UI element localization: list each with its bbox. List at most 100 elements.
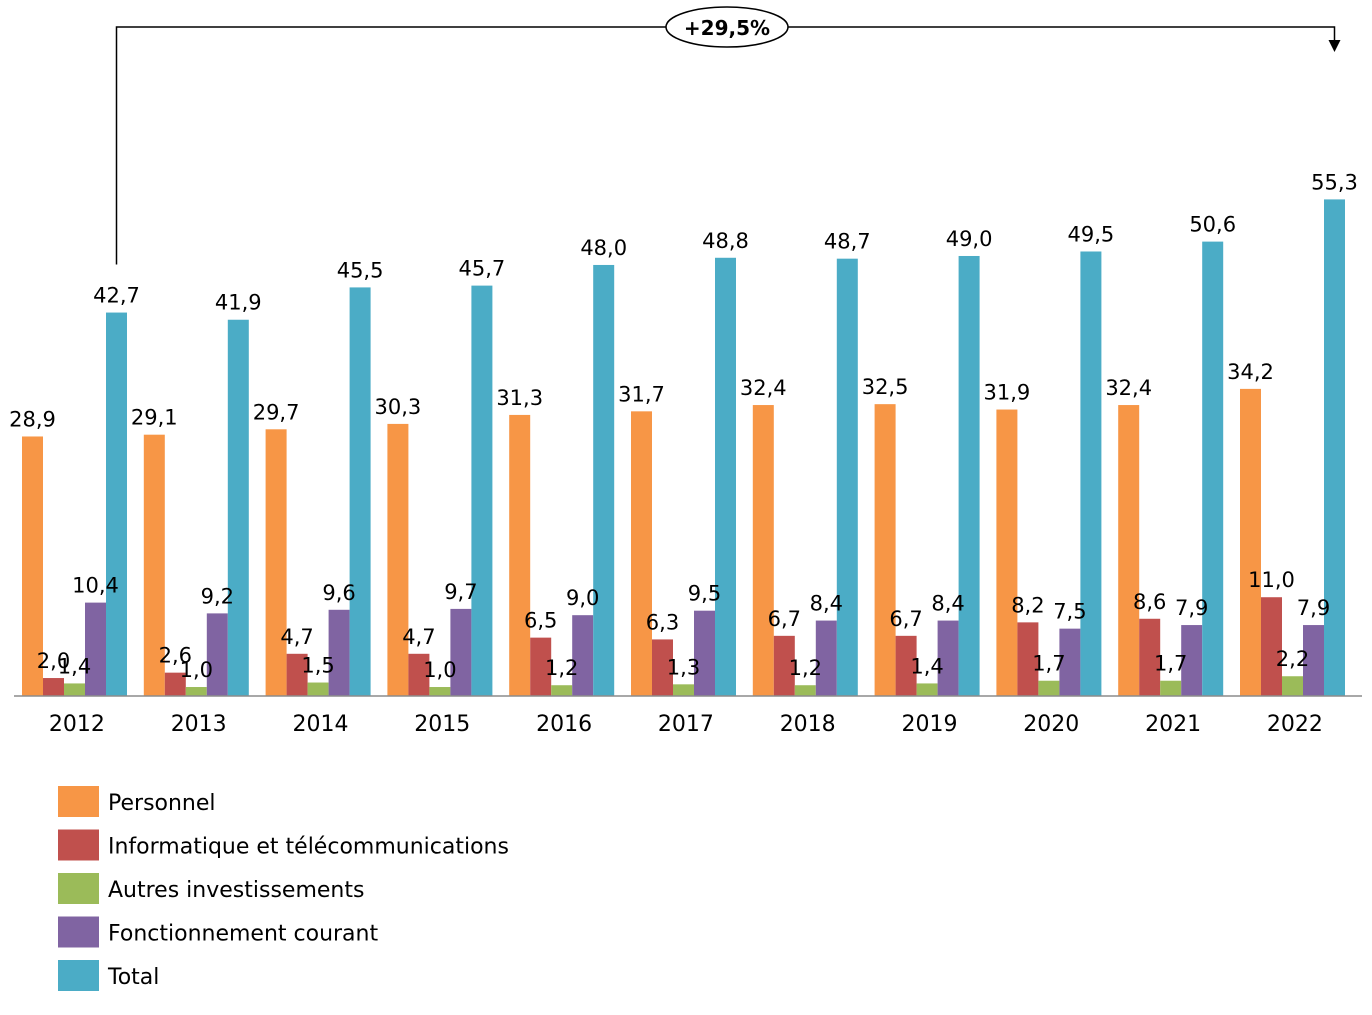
data-label: 4,7: [280, 625, 313, 649]
x-tick-labels: 2012 2013 2014 2015 2016 2017 2018 2019 2020 2021…: [49, 712, 1323, 737]
data-label: 49,0: [946, 227, 993, 251]
bar-1-2020: [1017, 622, 1039, 696]
bar-3-2018: [815, 620, 837, 696]
data-label: 1,5: [301, 654, 334, 678]
x-tick-label: 2014: [293, 712, 349, 737]
bar-4-2012: [106, 312, 127, 696]
data-label: 11,0: [1248, 568, 1295, 592]
data-label: 9,2: [201, 584, 234, 608]
bar-3-2017: [694, 610, 715, 696]
bar-3-2016: [572, 615, 594, 696]
legend-swatch: [58, 960, 99, 991]
data-label: 2,0: [37, 649, 70, 673]
bar-2-2015: [429, 687, 451, 696]
bar-4-2015: [471, 285, 493, 696]
legend-label: Fonctionnement courant: [108, 922, 378, 947]
x-tick-label: 2018: [780, 712, 836, 737]
bar-1-2018: [773, 635, 795, 696]
bar-3-2020: [1059, 628, 1081, 696]
growth-badge-label: +29,5%: [684, 16, 770, 40]
data-label: 2,2: [1276, 647, 1309, 671]
bar-1-2016: [530, 637, 552, 696]
legend-swatch: [58, 829, 99, 861]
data-label: 48,8: [702, 229, 749, 253]
data-label: 1,2: [789, 656, 822, 680]
data-label: 6,7: [768, 607, 801, 631]
data-label: 45,7: [459, 257, 506, 281]
bar-0-2019: [874, 404, 896, 696]
data-label: 6,7: [889, 607, 922, 631]
data-label: 1,4: [58, 654, 91, 678]
bar-2-2022: [1282, 676, 1303, 696]
data-label: 8,2: [1011, 593, 1044, 617]
data-label: 41,9: [215, 291, 262, 315]
bar-0-2017: [631, 411, 652, 696]
bar-0-2021: [1118, 405, 1140, 696]
data-label: 1,0: [180, 658, 213, 682]
bar-0-2015: [387, 423, 409, 696]
data-label: 4,7: [402, 625, 435, 649]
bar-3-2022: [1303, 625, 1324, 696]
x-tick-label: 2012: [49, 712, 105, 737]
data-label: 29,7: [253, 400, 300, 424]
data-label: 31,7: [618, 382, 665, 406]
x-tick-label: 2015: [414, 712, 470, 737]
x-tick-label: 2022: [1267, 712, 1323, 737]
bar-1-2012: [43, 678, 64, 696]
data-label: 49,5: [1068, 222, 1115, 246]
legend-label: Total: [107, 965, 159, 990]
legend: Personnel Informatique et télécommunicati…: [58, 786, 509, 991]
bar-2-2018: [794, 685, 816, 696]
data-label: 32,5: [862, 375, 909, 399]
data-label: 8,6: [1133, 590, 1166, 614]
data-label: 32,4: [1105, 376, 1152, 400]
data-label: 7,9: [1297, 596, 1330, 620]
bar-3-2019: [937, 620, 959, 696]
x-tick-label: 2013: [171, 712, 227, 737]
growth-badge: [665, 6, 789, 48]
bar-2-2013: [185, 687, 207, 696]
bar-4-2013: [227, 319, 249, 696]
data-label: 48,0: [580, 236, 627, 260]
bar-0-2016: [509, 414, 531, 696]
legend-swatch: [58, 786, 99, 817]
data-label: 34,2: [1227, 360, 1274, 384]
bar-4-2022: [1324, 199, 1345, 696]
data-label: 10,4: [72, 574, 119, 598]
data-label: 31,9: [984, 381, 1031, 405]
data-label: 6,3: [646, 610, 679, 634]
data-label: 9,0: [566, 586, 599, 610]
bar-3-2012: [85, 602, 106, 696]
x-tick-label: 2016: [536, 712, 592, 737]
legend-swatch: [58, 873, 99, 904]
bar-2-2016: [551, 685, 573, 696]
data-label: 1,7: [1032, 652, 1065, 676]
data-label: 1,2: [545, 656, 578, 680]
x-tick-label: 2017: [658, 712, 714, 737]
data-label: 9,7: [444, 580, 477, 604]
bar-4-2019: [958, 255, 980, 697]
data-label: 2,6: [159, 644, 192, 668]
bar-1-2015: [408, 653, 430, 696]
data-label: 50,6: [1189, 213, 1236, 237]
bar-2-2012: [64, 683, 85, 696]
data-label: 8,4: [810, 592, 843, 616]
data-label: 28,9: [9, 407, 56, 431]
data-label: 48,7: [824, 230, 871, 254]
bar-2-2020: [1038, 680, 1060, 696]
data-label: 30,3: [375, 395, 422, 419]
legend-label: Autres investissements: [108, 878, 364, 903]
data-label: 1,3: [667, 655, 700, 679]
x-tick-label: 2021: [1145, 712, 1201, 737]
data-label: 45,5: [337, 258, 384, 282]
value-labels-layer: 28,9 29,1 29,7 30,3 31,3 31,7 32,4 32,5 31,9 32,4…: [9, 170, 1358, 682]
bar-1-2019: [895, 635, 917, 696]
x-tick-label: 2019: [902, 712, 958, 737]
bar-4-2021: [1202, 241, 1224, 696]
data-label: 29,1: [131, 406, 178, 430]
data-label: 1,7: [1154, 652, 1187, 676]
data-label: 1,4: [910, 654, 943, 678]
bar-0-2013: [143, 434, 165, 696]
bar-1-2013: [164, 672, 186, 696]
